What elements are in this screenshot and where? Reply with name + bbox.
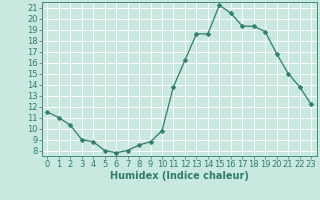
X-axis label: Humidex (Indice chaleur): Humidex (Indice chaleur) bbox=[110, 171, 249, 181]
